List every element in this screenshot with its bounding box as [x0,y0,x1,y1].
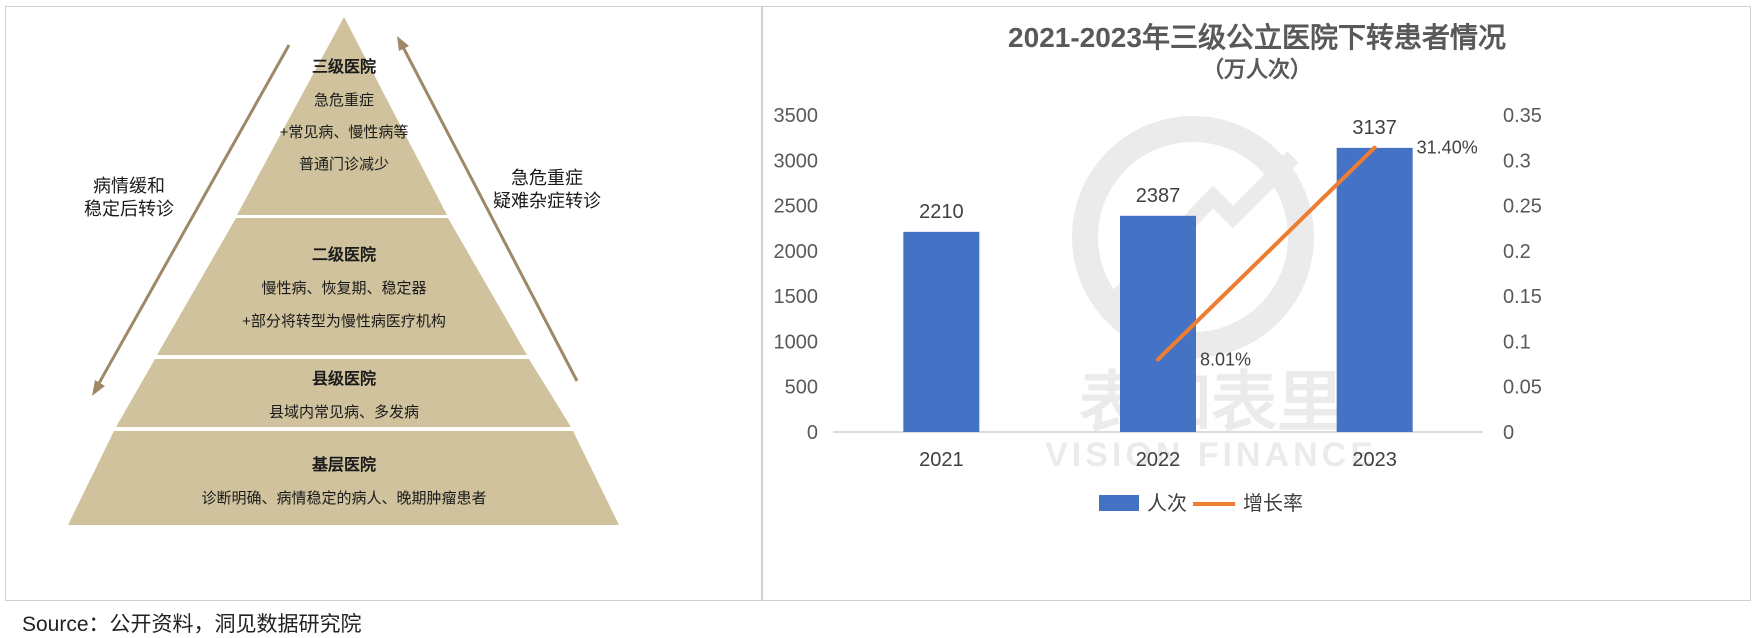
chart-legend: 人次 增长率 [1099,492,1303,515]
bar-value-label: 2210 [919,201,964,223]
right-tick-label: 0 [1503,422,1514,444]
right-tick-label: 0.25 [1503,196,1542,218]
line-layer: 8.01% 31.40% [1156,138,1478,369]
left-tick-label: 3500 [774,105,819,127]
tier-jiceng: 基层医院 诊断明确、病情稳定的病人、晚期肿瘤患者 [201,455,486,507]
pyramid-panel: 三级医院 急危重症 +常见病、慢性病等 普通门诊减少 二级医院 慢性病、恢复期、… [5,6,762,601]
arrow-label-line: 急危重症 [511,168,583,188]
growth-rate-label: 31.40% [1417,138,1478,158]
watermark-text-cn: 表如表里 [1079,365,1343,439]
bar-value-label: 3137 [1352,117,1397,139]
bars-layer: 2210 2387 3137 [903,117,1413,432]
left-axis-ticks: 0 500 1000 1500 2000 2500 3000 3500 [774,105,819,444]
pyramid-diagram: 三级医院 急危重症 +常见病、慢性病等 普通门诊减少 二级医院 慢性病、恢复期、… [68,17,619,525]
tier-line: +常见病、慢性病等 [280,123,409,141]
x-tick-label: 2022 [1136,449,1181,471]
bar-2022 [1120,215,1196,432]
left-tick-label: 1500 [774,286,819,308]
bar-value-label: 2387 [1136,185,1181,207]
pyramid-tier-shape [68,431,619,525]
left-tick-label: 2000 [774,241,819,263]
growth-rate-line [1156,146,1377,361]
tier-xianji: 县级医院 县域内常见病、多发病 [269,369,419,421]
x-tick-label: 2021 [919,449,964,471]
right-tick-label: 0.15 [1503,286,1542,308]
arrow-label-line: 病情缓和 [93,176,165,196]
chart-title: 2021-2023年三级公立医院下转患者情况 [1008,21,1506,53]
tier-title: 基层医院 [311,455,376,474]
x-tick-label: 2023 [1352,449,1397,471]
left-tick-label: 2500 [774,196,819,218]
left-arrow-label: 病情缓和 稳定后转诊 [84,176,174,219]
right-tick-label: 0.05 [1503,377,1542,399]
tier-sanji: 三级医院 急危重症 +常见病、慢性病等 普通门诊减少 [280,57,409,173]
right-tick-label: 0.35 [1503,105,1542,127]
upward-referral-arrow [397,36,579,382]
left-tick-label: 0 [807,422,818,444]
watermark: 表如表里 VISION FINANCE [1045,116,1377,474]
arrow-label-line: 疑难杂症转诊 [493,191,601,211]
watermark-text-en: VISION FINANCE [1045,436,1377,474]
bar-2023 [1336,147,1413,432]
source-note: Source：公开资料，洞见数据研究院 [22,613,362,636]
bar-2021 [903,231,980,432]
tier-line: 县域内常见病、多发病 [269,404,419,421]
legend-label: 人次 [1147,492,1187,515]
tier-line: 诊断明确、病情稳定的病人、晚期肿瘤患者 [201,490,486,507]
chart-panel: 表如表里 VISION FINANCE 2021-2023年三级公立医院下转患者… [762,6,1751,601]
pyramid-tier-shape [237,17,447,215]
tier-title: 县级医院 [312,369,376,388]
tier-line: +部分将转型为慢性病医疗机构 [242,313,446,330]
x-axis-ticks: 2021 2022 2023 [919,449,1397,471]
tier-line: 急危重症 [314,92,374,109]
tier-line: 慢性病、恢复期、稳定器 [261,279,426,297]
right-tick-label: 0.1 [1503,331,1531,353]
growth-rate-point [1156,357,1160,362]
tier-title: 二级医院 [312,245,376,264]
left-tick-label: 500 [785,377,818,399]
pyramid-tier-shape [157,218,527,355]
combo-chart: 表如表里 VISION FINANCE 2021-2023年三级公立医院下转患者… [774,21,1542,515]
tier-erji: 二级医院 慢性病、恢复期、稳定器 +部分将转型为慢性病医疗机构 [242,245,446,330]
right-tick-label: 0.3 [1503,150,1531,172]
legend-label: 增长率 [1243,492,1303,515]
left-tick-label: 3000 [774,150,819,172]
growth-rate-label: 8.01% [1200,349,1251,369]
tier-line: 普通门诊减少 [299,156,389,173]
arrow-label-line: 稳定后转诊 [84,199,174,219]
left-tick-label: 1000 [774,331,819,353]
pyramid-tier-shape [116,359,571,427]
downward-referral-arrow [92,44,291,396]
growth-rate-point [1372,145,1377,150]
chart-subtitle: （万人次） [1202,57,1312,82]
right-tick-label: 0.2 [1503,241,1531,263]
tier-title: 三级医院 [312,57,376,76]
legend-swatch-bar [1099,495,1139,511]
right-axis-ticks: 0 0.05 0.1 0.15 0.2 0.25 0.3 0.35 [1503,105,1542,444]
right-arrow-label: 急危重症 疑难杂症转诊 [493,168,601,211]
